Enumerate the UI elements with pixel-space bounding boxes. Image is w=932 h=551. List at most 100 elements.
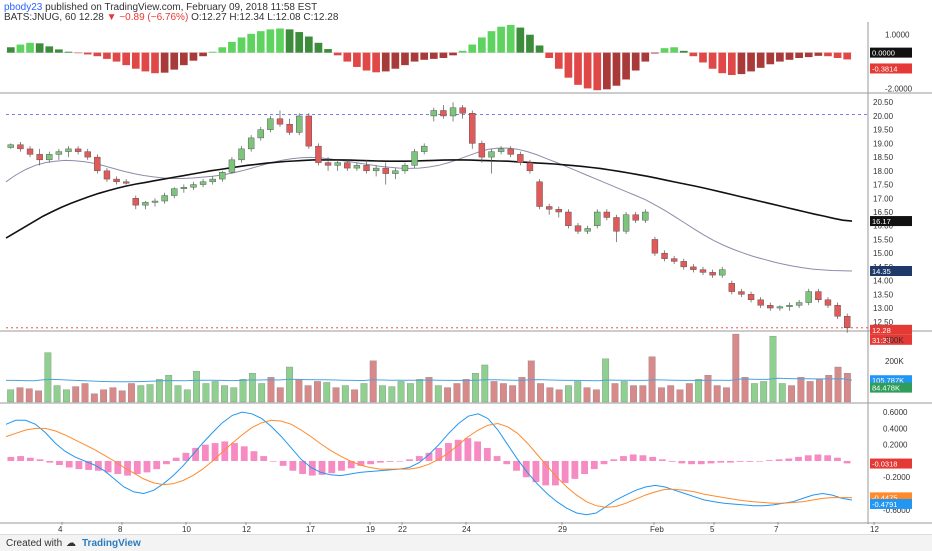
macd-histogram-bar [260, 456, 268, 461]
volume-tick-label: 300K [885, 336, 904, 345]
osc-bar [410, 52, 419, 62]
macd-histogram-bar [65, 460, 73, 468]
osc-bar [35, 43, 44, 53]
volume-bar [72, 386, 80, 403]
price-tick-label: 16.00 [873, 222, 894, 231]
volume-bar [118, 390, 126, 403]
macd-histogram-bar [153, 460, 161, 470]
osc-bar [535, 45, 544, 53]
candle-body [738, 291, 745, 295]
volume-bar [472, 373, 479, 403]
x-tick-label: 29 [558, 525, 567, 534]
x-tick-label: 12 [870, 525, 879, 534]
macd-histogram-bar [289, 460, 297, 471]
volume-bar [509, 385, 517, 403]
osc-bar [208, 51, 217, 53]
candle-body [834, 305, 841, 317]
osc-bar [689, 52, 698, 57]
volume-bar [713, 385, 721, 403]
candle-body [757, 299, 764, 306]
macd-histogram-bar [785, 458, 793, 461]
osc-bar [189, 52, 198, 61]
published-text: published on TradingView.com, February 0… [45, 2, 318, 13]
candle-body [632, 214, 639, 221]
chart-canvas[interactable]: 1.0000-1.0000-2.00000.0000-0.381420.5020… [0, 0, 932, 534]
candle-body [459, 107, 466, 114]
osc-bar [593, 52, 602, 91]
osc-bar [276, 28, 284, 53]
volume-bar [369, 360, 377, 403]
osc-bar [660, 48, 669, 53]
volume-bar [193, 370, 200, 403]
candle-body [17, 144, 24, 150]
footer-brand[interactable]: TradingView [82, 538, 141, 549]
osc-bar [804, 52, 813, 58]
macd-histogram-bar [36, 459, 44, 461]
osc-bar [228, 41, 236, 53]
candle-body [545, 206, 553, 210]
macd-histogram-bar [172, 457, 180, 461]
osc-bar [103, 52, 111, 59]
osc-bar [170, 52, 179, 70]
osc-bar [574, 52, 582, 85]
price-tag-ma-long: 16.17 [872, 217, 891, 226]
candle-body [421, 145, 428, 152]
x-tick-label: 7 [774, 525, 779, 534]
macd-histogram-bar [697, 460, 705, 465]
tradingview-cloud-icon: ☁ [66, 538, 76, 549]
volume-bar [834, 366, 842, 403]
volume-bar [695, 379, 703, 403]
candle-body [103, 170, 111, 180]
osc-bar [776, 52, 784, 62]
volume-bar [304, 385, 312, 403]
macd-tag-histogram-bg [870, 458, 912, 469]
volume-bar [620, 381, 628, 403]
macd-tag-macd: -0.4791 [872, 500, 897, 509]
candle-body [824, 299, 832, 306]
volume-bar [816, 379, 823, 403]
osc-bar [814, 52, 823, 56]
macd-line [5, 411, 853, 516]
osc-tag-value: -0.3814 [872, 64, 897, 73]
osc-bar [26, 42, 34, 53]
x-tick-label: 17 [306, 525, 315, 534]
macd-histogram-bar [639, 455, 647, 461]
osc-bar [266, 29, 275, 53]
volume-bar [137, 385, 145, 403]
price-tick-label: 15.50 [873, 235, 894, 244]
macd-histogram-bar [454, 439, 462, 461]
osc-bar [583, 52, 592, 89]
candle-body [257, 129, 264, 139]
volume-bar [128, 383, 135, 403]
candle-body [747, 294, 755, 301]
macd-histogram-bar [221, 441, 229, 461]
macd-histogram-bar [620, 456, 627, 461]
osc-bar [699, 52, 707, 63]
author-link[interactable]: pbody23 [4, 2, 43, 13]
osc-bar [6, 47, 15, 53]
osc-bar [372, 52, 380, 73]
volume-tag-last: 84.478K [872, 384, 900, 393]
osc-bar [199, 52, 207, 57]
osc-bar [526, 34, 534, 53]
candle-body [276, 118, 284, 125]
footer: Created with ☁ TradingView [0, 534, 932, 551]
macd-histogram-bar [834, 457, 841, 461]
macd-histogram-bar [406, 459, 413, 461]
volume-bar [732, 333, 740, 403]
volume-bar [63, 389, 70, 403]
macd-histogram-bar [493, 456, 501, 461]
macd-tick-label: -0.6000 [883, 506, 911, 515]
volume-bar [379, 385, 386, 403]
volume-tag-ma: 105.787K [872, 376, 904, 385]
osc-bar [795, 52, 803, 58]
osc-bar [439, 52, 448, 58]
volume-bar [323, 382, 331, 403]
volume-bar [788, 385, 795, 403]
macd-histogram-bar [658, 459, 666, 461]
osc-bar [766, 52, 775, 65]
publish-line: pbody23 published on TradingView.com, Fe… [4, 2, 317, 13]
macd-histogram-bar [649, 456, 657, 461]
osc-bar [478, 37, 486, 53]
macd-histogram-bar [727, 460, 734, 463]
